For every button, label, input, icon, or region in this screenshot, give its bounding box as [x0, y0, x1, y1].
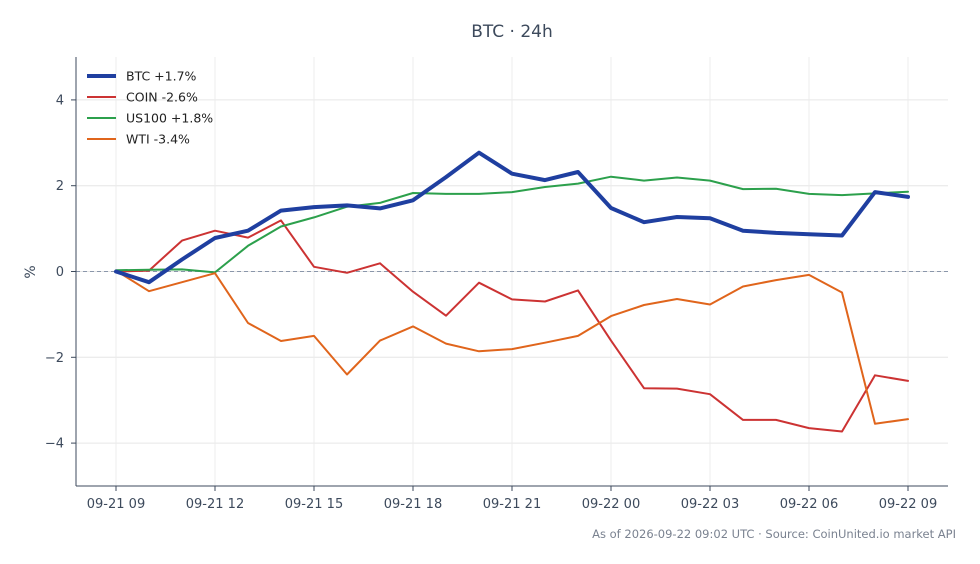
- x-tick-label: 09-21 09: [87, 497, 145, 512]
- legend: BTC +1.7% COIN -2.6% US100 +1.8% WTI -3.4%: [87, 69, 213, 147]
- legend-label-us100: US100 +1.8%: [126, 111, 213, 126]
- x-tick-label: 09-21 21: [483, 497, 541, 512]
- legend-label-coin: COIN -2.6%: [126, 90, 198, 105]
- y-tick-label: 2: [56, 179, 64, 194]
- x-tick-label: 09-22 06: [780, 497, 838, 512]
- x-tick-label: 09-22 00: [582, 497, 640, 512]
- y-tick-label: 4: [56, 93, 64, 108]
- series-line-wti: [115, 269, 909, 425]
- series-lines: [114, 150, 910, 433]
- y-tick-label: 0: [56, 265, 64, 280]
- legend-label-wti: WTI -3.4%: [126, 132, 190, 147]
- series-line-us100: [115, 175, 909, 274]
- legend-label-btc: BTC +1.7%: [126, 69, 197, 84]
- y-axis-label: %: [23, 265, 39, 278]
- x-tick-label: 09-21 18: [384, 497, 442, 512]
- x-tick-label: 09-22 03: [681, 497, 739, 512]
- chart-title: BTC · 24h: [471, 22, 553, 42]
- y-ticks: −4 −2 0 2 4: [45, 93, 76, 452]
- x-ticks: 09-21 09 09-21 12 09-21 15 09-21 18 09-21 21…: [87, 486, 937, 512]
- x-tick-label: 09-21 15: [285, 497, 343, 512]
- series-line-btc: [114, 150, 910, 285]
- y-tick-label: −2: [45, 351, 64, 366]
- x-tick-label: 09-22 09: [879, 497, 937, 512]
- x-tick-label: 09-21 12: [186, 497, 244, 512]
- y-tick-label: −4: [45, 437, 64, 452]
- footer-source: As of 2026-09-22 09:02 UTC · Source: Coi…: [592, 527, 956, 541]
- grid: [76, 57, 948, 486]
- series-line-coin: [115, 219, 909, 433]
